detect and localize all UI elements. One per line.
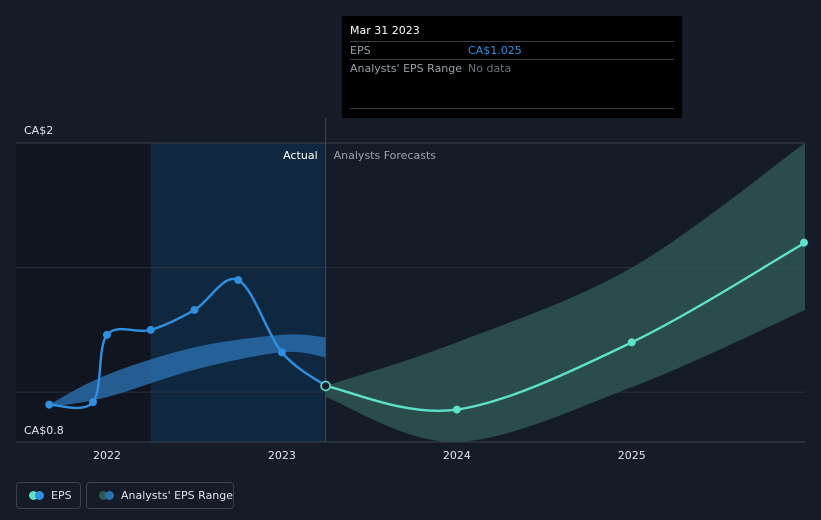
- forecast-label: Analysts Forecasts: [334, 149, 437, 162]
- tooltip-range-label: Analysts' EPS Range: [350, 62, 463, 75]
- eps-point[interactable]: [88, 398, 97, 407]
- analysts-eps-range-forecast-band: [325, 143, 805, 443]
- actual-label: Actual: [283, 149, 317, 162]
- tooltip-eps-value: CA$1.025: [468, 44, 522, 57]
- legend-range-label: Analysts' EPS Range: [121, 489, 234, 502]
- y-axis-bottom-label: CA$0.8: [24, 424, 64, 437]
- eps-point[interactable]: [277, 348, 286, 357]
- x-tick-label: 2023: [268, 449, 296, 462]
- eps-forecast-line: [325, 241, 806, 412]
- tooltip-range-value: No data: [468, 62, 512, 75]
- eps-actual-line: [49, 277, 327, 410]
- eps-point[interactable]: [320, 380, 331, 392]
- eps-legend-icon: [29, 491, 45, 500]
- forecast-point[interactable]: [627, 338, 636, 347]
- legend-range-button[interactable]: Analysts' EPS Range: [86, 482, 234, 509]
- tooltip-eps-label: EPS: [350, 44, 371, 57]
- eps-point[interactable]: [146, 325, 155, 334]
- eps-point[interactable]: [102, 330, 111, 339]
- actual-highlight-band: [150, 143, 326, 442]
- eps-point[interactable]: [45, 400, 54, 409]
- tooltip: Mar 31 2023 EPS CA$1.025 Analysts' EPS R…: [342, 16, 682, 118]
- legend-eps-label: EPS: [51, 489, 72, 502]
- tooltip-bottom-divider: [350, 108, 674, 110]
- x-tick-label: 2024: [443, 449, 471, 462]
- forecast-point[interactable]: [800, 238, 808, 247]
- legend-eps-button[interactable]: EPS: [16, 482, 81, 509]
- tooltip-date: Mar 31 2023: [350, 24, 420, 37]
- tooltip-range-row: Analysts' EPS Range No data: [350, 59, 674, 78]
- forecast-point[interactable]: [452, 405, 461, 414]
- x-tick-label: 2025: [618, 449, 646, 462]
- eps-point[interactable]: [190, 305, 199, 314]
- eps-point[interactable]: [234, 276, 243, 285]
- range-legend-icon: [99, 491, 115, 500]
- tooltip-eps-row: EPS CA$1.025: [350, 41, 674, 60]
- analysts-eps-range-actual-band: [49, 334, 326, 408]
- x-tick-label: 2022: [93, 449, 121, 462]
- y-axis-top-label: CA$2: [24, 124, 53, 137]
